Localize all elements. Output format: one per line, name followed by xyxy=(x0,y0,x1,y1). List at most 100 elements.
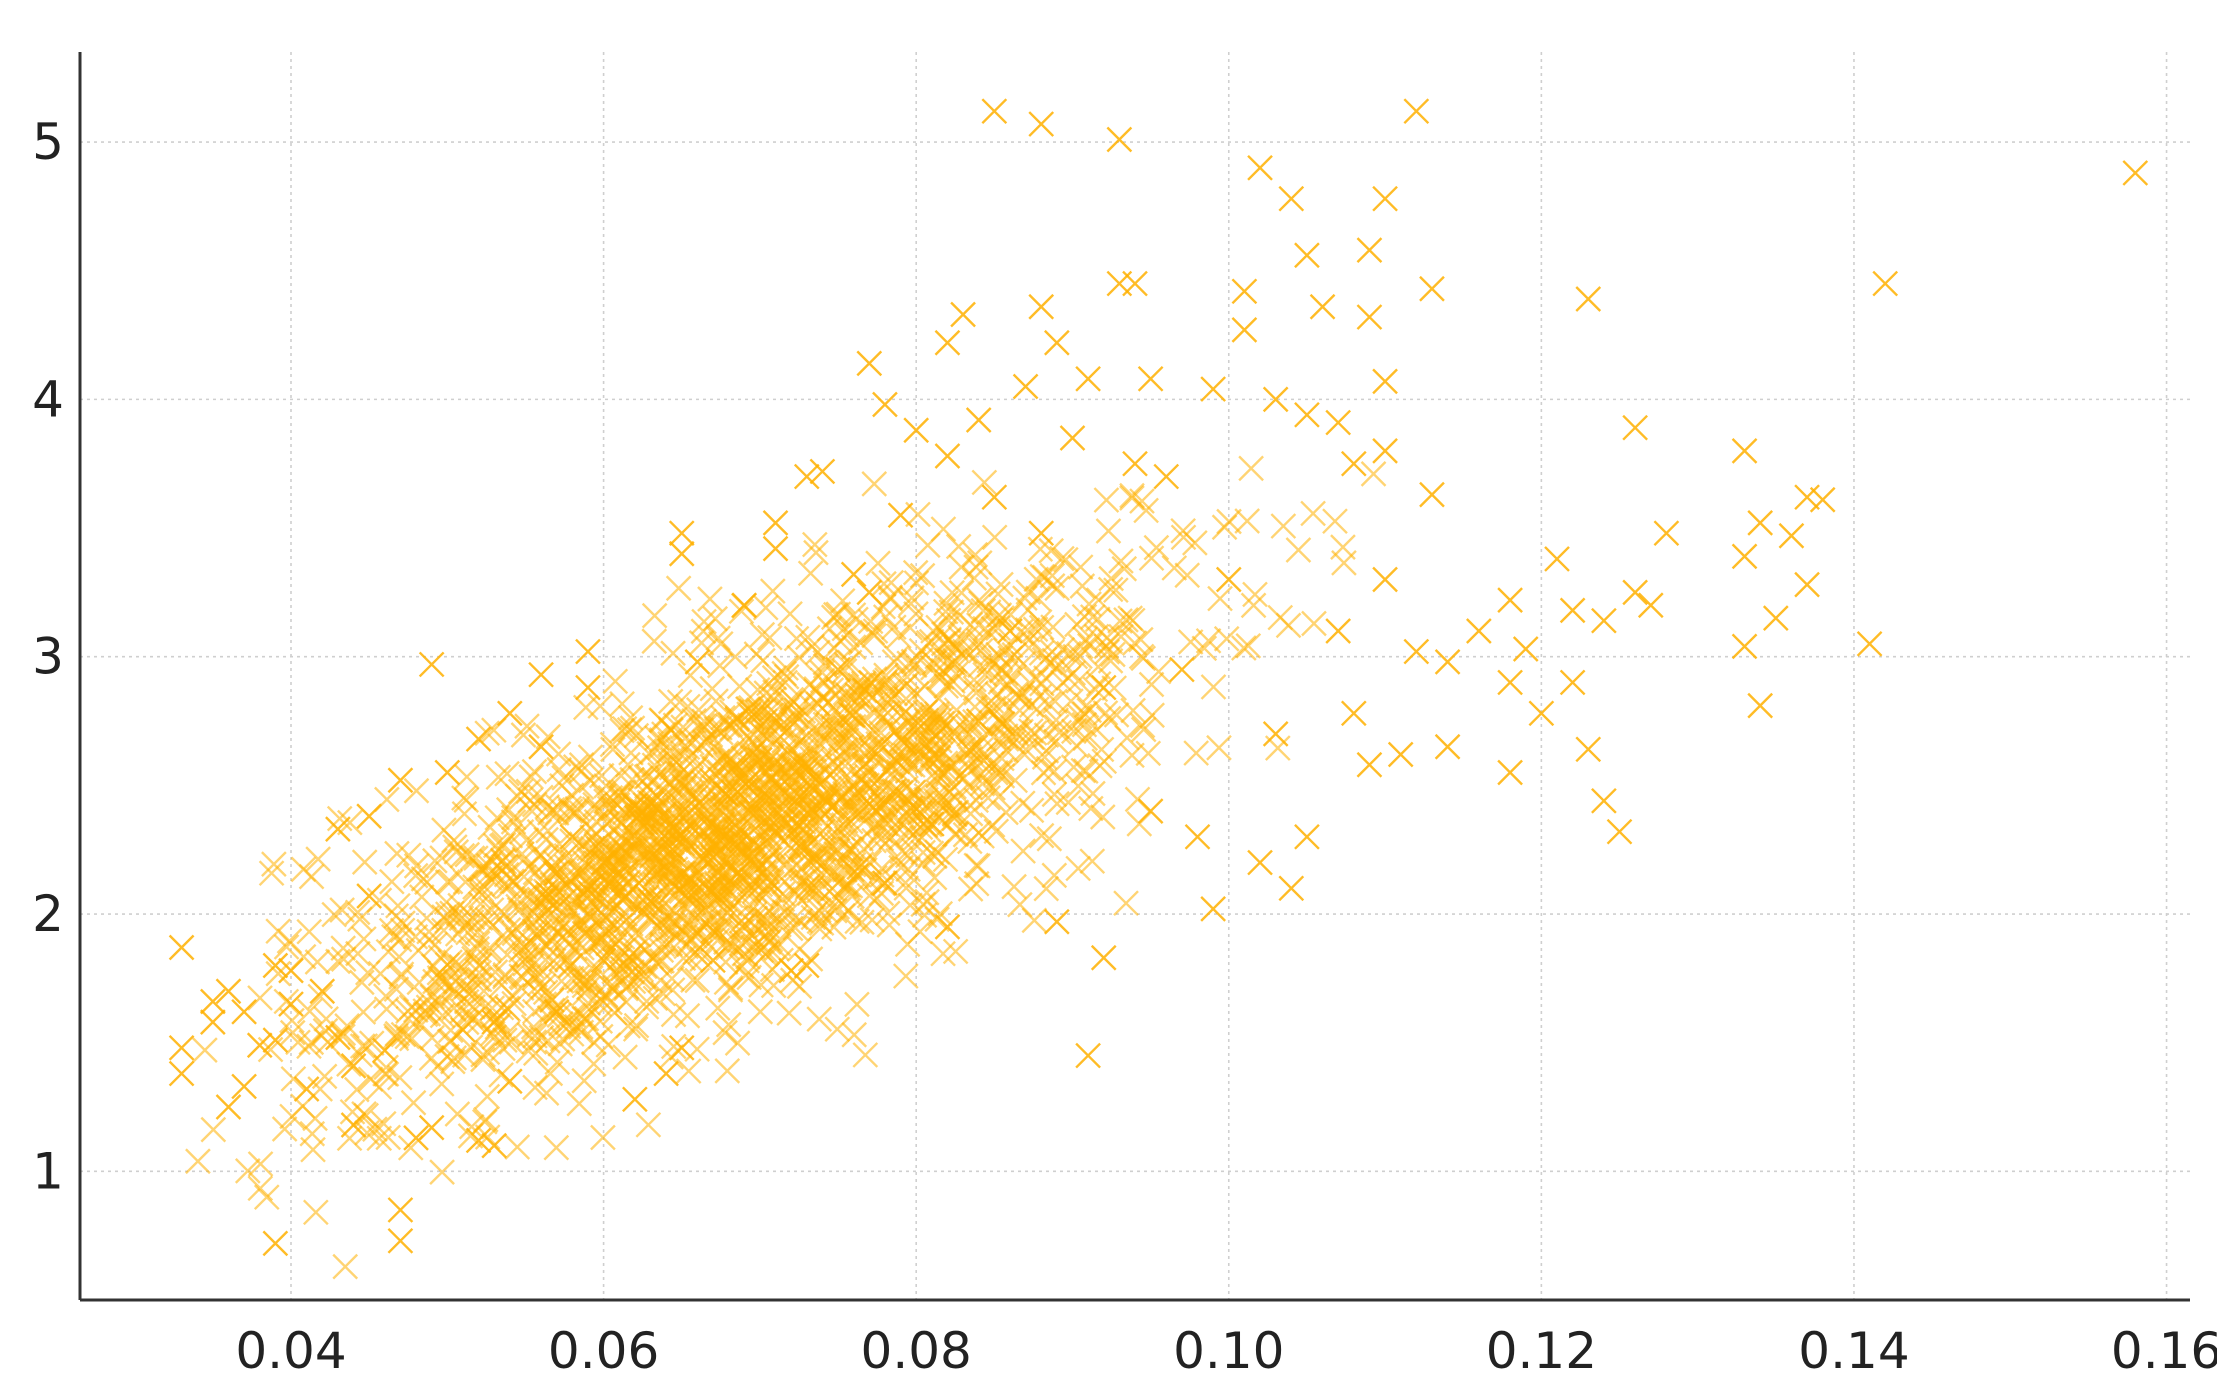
data-point xyxy=(762,510,789,536)
cluster-point xyxy=(428,1071,455,1097)
data-point xyxy=(965,407,992,433)
data-point xyxy=(1122,270,1148,297)
x-tick-label: 0.16 xyxy=(2111,1322,2217,1380)
data-point xyxy=(1497,669,1523,696)
cluster-point xyxy=(434,1043,460,1070)
cluster-point xyxy=(1195,627,1222,654)
cluster-point xyxy=(1038,537,1065,564)
cluster-point xyxy=(1330,534,1356,561)
data-point xyxy=(1247,154,1273,181)
cluster-point xyxy=(892,963,919,989)
cluster-point xyxy=(504,886,530,913)
data-point xyxy=(1403,638,1430,665)
data-point xyxy=(481,1132,508,1159)
data-point xyxy=(934,914,961,940)
cluster-point xyxy=(566,1090,593,1117)
cluster-point xyxy=(733,880,760,906)
cluster-point xyxy=(558,1021,585,1047)
data-point xyxy=(731,592,758,619)
cluster-point xyxy=(470,1041,496,1068)
cluster-point xyxy=(989,605,1015,631)
cluster-point xyxy=(1052,546,1079,573)
cluster-point xyxy=(965,819,992,846)
cluster-point xyxy=(521,758,548,785)
cluster-point xyxy=(608,886,635,913)
cluster-point xyxy=(901,713,928,740)
data-point xyxy=(575,638,601,665)
cluster-point xyxy=(829,587,856,614)
cluster-point xyxy=(511,846,538,872)
data-point xyxy=(1325,409,1352,436)
cluster-point xyxy=(786,936,813,963)
cluster-point xyxy=(1174,562,1201,589)
cluster-point xyxy=(824,1016,851,1043)
cluster-point xyxy=(351,849,378,875)
cluster-point xyxy=(930,516,957,542)
cluster-point xyxy=(850,670,877,697)
cluster-point xyxy=(634,843,661,870)
cluster-point xyxy=(935,758,961,785)
data-point xyxy=(325,816,351,842)
cluster-point xyxy=(1049,545,1075,572)
cluster-point xyxy=(1130,645,1157,672)
cluster-point xyxy=(1200,674,1227,700)
cluster-point xyxy=(950,736,976,763)
cluster-point xyxy=(414,869,440,896)
cluster-point xyxy=(897,614,923,641)
cluster-point xyxy=(1119,482,1145,509)
cluster-point xyxy=(656,879,683,906)
cluster-point xyxy=(752,594,779,621)
cluster-point xyxy=(804,690,830,716)
cluster-point xyxy=(874,900,901,927)
cluster-point xyxy=(1206,734,1232,761)
cluster-point xyxy=(279,1019,306,1046)
data-point xyxy=(1419,481,1445,508)
cluster-point xyxy=(1064,611,1090,638)
cluster-point xyxy=(599,731,626,758)
cluster-point xyxy=(870,791,897,818)
cluster-point xyxy=(563,800,590,826)
cluster-point xyxy=(622,1016,649,1042)
cluster-point xyxy=(665,575,692,602)
cluster-point xyxy=(924,643,950,670)
cluster-point xyxy=(375,938,402,965)
cluster-point xyxy=(1076,632,1103,659)
cluster-point xyxy=(458,909,485,935)
cluster-point xyxy=(1285,537,1312,563)
cluster-point xyxy=(650,980,677,1007)
cluster-point xyxy=(553,854,580,880)
data-point xyxy=(981,98,1008,125)
cluster-point xyxy=(712,1019,738,1046)
cluster-point xyxy=(370,1110,397,1137)
cluster-point xyxy=(845,801,871,828)
cluster-point xyxy=(1016,669,1043,696)
cluster-point xyxy=(926,664,952,691)
cluster-point xyxy=(878,686,905,713)
cluster-point xyxy=(695,876,722,903)
data-point xyxy=(981,484,1008,511)
cluster-point xyxy=(728,598,755,625)
cluster-point xyxy=(329,897,355,923)
data-point xyxy=(278,991,304,1017)
cluster-point xyxy=(1084,606,1111,633)
cluster-point xyxy=(726,673,753,700)
cluster-point xyxy=(429,965,456,992)
data-point xyxy=(387,1197,414,1223)
cluster-point xyxy=(801,841,828,868)
cluster-point xyxy=(669,793,696,820)
cluster-point xyxy=(1021,720,1048,746)
cluster-point xyxy=(746,929,772,955)
data-point xyxy=(1466,618,1492,644)
cluster-point xyxy=(307,983,334,1010)
cluster-point xyxy=(488,971,515,998)
cluster-point xyxy=(872,604,899,630)
data-point xyxy=(856,350,883,377)
cluster-point xyxy=(337,809,363,836)
data-point xyxy=(934,443,961,469)
cluster-point xyxy=(494,760,520,787)
cluster-point xyxy=(618,739,644,766)
cluster-point xyxy=(835,897,862,924)
cluster-point xyxy=(508,819,535,845)
cluster-point xyxy=(836,649,863,676)
cluster-point xyxy=(1230,635,1257,661)
